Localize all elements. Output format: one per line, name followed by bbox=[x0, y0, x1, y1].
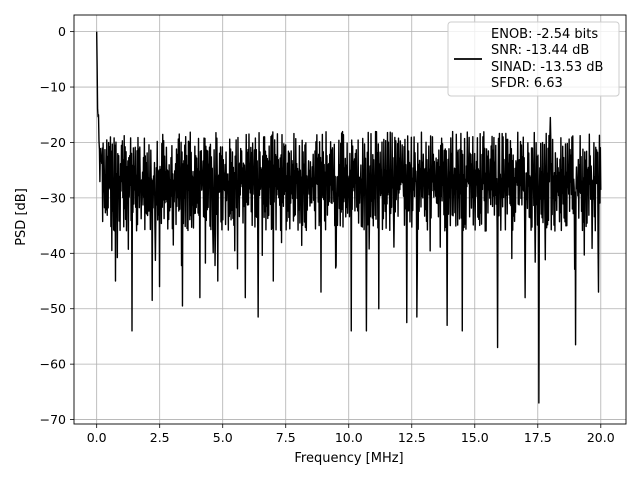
y-tick-label: −20 bbox=[40, 135, 66, 150]
legend-line-sfdr: SFDR: 6.63 bbox=[491, 76, 563, 91]
y-tick-label: −40 bbox=[40, 246, 66, 261]
legend-line-enob: ENOB: -2.54 bits bbox=[491, 27, 598, 42]
legend: ENOB: -2.54 bits SNR: -13.44 dB SINAD: -… bbox=[447, 21, 620, 97]
legend-line-snr: SNR: -13.44 dB bbox=[491, 43, 589, 58]
legend-box bbox=[447, 21, 620, 97]
x-tick-label: 0.0 bbox=[87, 430, 107, 445]
x-tick-label: 12.5 bbox=[398, 430, 426, 445]
y-tick-label: −70 bbox=[40, 412, 66, 427]
y-tick-label: −10 bbox=[40, 80, 66, 95]
x-tick-label: 20.0 bbox=[587, 430, 615, 445]
y-axis-label: PSD [dB] bbox=[14, 188, 29, 246]
y-tick-label: 0 bbox=[58, 24, 66, 39]
y-tick-label: −30 bbox=[40, 190, 66, 205]
axes-frame bbox=[73, 14, 627, 425]
y-tick-label: −50 bbox=[40, 301, 66, 316]
x-tick-label: 17.5 bbox=[524, 430, 552, 445]
y-tick-label: −60 bbox=[40, 357, 66, 372]
x-axis-label: Frequency [MHz] bbox=[294, 451, 403, 466]
psd-series-line bbox=[95, 31, 602, 404]
x-tick-label: 15.0 bbox=[461, 430, 489, 445]
plot-area bbox=[95, 31, 602, 404]
legend-line-sinad: SINAD: -13.53 dB bbox=[491, 60, 603, 75]
axes: 0.0 2.5 5.0 7.5 10.0 12.5 15.0 17.5 20.0 0 −10 −20 −… bbox=[40, 14, 627, 445]
x-tick-label: 5.0 bbox=[213, 430, 233, 445]
x-tick-label: 10.0 bbox=[335, 430, 363, 445]
x-tick-label: 7.5 bbox=[276, 430, 296, 445]
x-tick-label: 2.5 bbox=[150, 430, 170, 445]
